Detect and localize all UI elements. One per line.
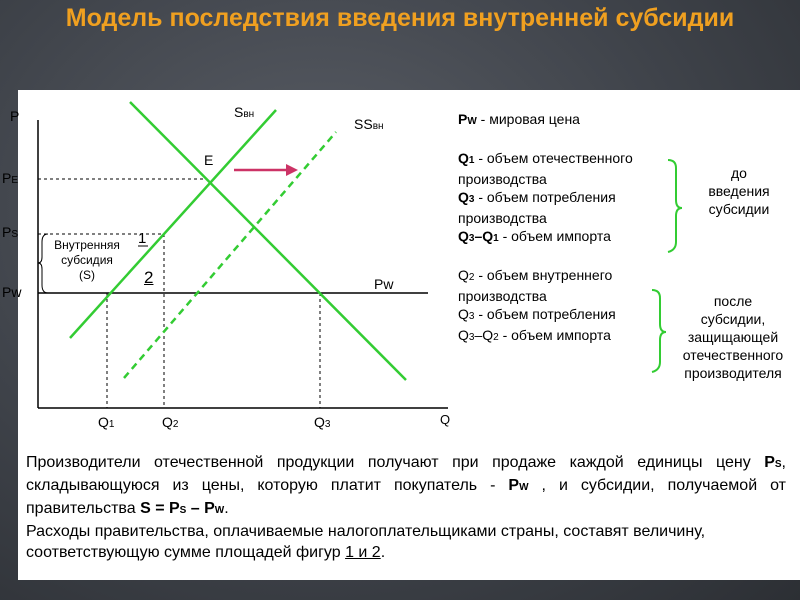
area-1-label: 1 [138,230,147,247]
supply-label: Sвн [234,104,255,120]
q3-label: Q3 [314,414,331,430]
slide-content: P Q Sвн SSвн Pw PE PS Pw E Q1 Q2 Q3 Внут… [2,90,800,580]
explanation-paragraph-1: Производители отечественной продукции по… [26,454,786,517]
after-subsidy-note: после субсидии, защищающей отечественног… [682,293,784,381]
before-subsidy-note: до введения субсидии [708,165,770,217]
legend-import: Q3–Q1 - объем импорта [458,228,611,244]
supply-subsidy-label: SSвн [354,116,384,132]
legend: PW - мировая цена Q1 - объем отечественн… [458,110,678,347]
before-bracket [667,159,683,253]
equilibrium-point-label: E [204,152,214,168]
q1-label: Q1 [98,414,115,430]
after-bracket [651,289,667,373]
explanation-paragraph-2: Расходы правительства, оплачиваемые нало… [26,523,706,561]
legend-q3: Q3 - объем потребления производства [458,189,616,226]
supply-with-subsidy-line [123,131,337,379]
legend-q2-after: Q2 - объем внутреннего производства [458,267,613,304]
explanation-text: Производители отечественной продукции по… [26,452,786,563]
q2-label: Q2 [162,414,179,430]
legend-import-after: Q3–Q2 - объем импорта [458,327,611,343]
pw-label: Pw [2,284,22,300]
world-price-label: Pw [374,276,394,292]
legend-q3-after: Q3 - объем потребления [458,306,616,322]
subsidy-note: Внутренняя субсидия (S) [54,238,120,282]
subsidy-brace [37,233,49,294]
legend-q1: Q1 - объем отечественного производства [458,150,633,187]
shift-arrow-head [286,164,298,176]
ps-label: PS [2,224,19,240]
y-axis-label: P [10,108,20,124]
supply-line [69,109,277,339]
pe-label: PE [2,170,19,186]
demand-line [129,101,407,381]
page-title: Модель последствия введения внутренней с… [65,4,735,32]
area-2-label: 2 [144,268,154,287]
legend-pw: PW - мировая цена [458,111,580,127]
supply-subsidy-diagram [37,101,683,409]
x-axis-label: Q [440,412,451,427]
